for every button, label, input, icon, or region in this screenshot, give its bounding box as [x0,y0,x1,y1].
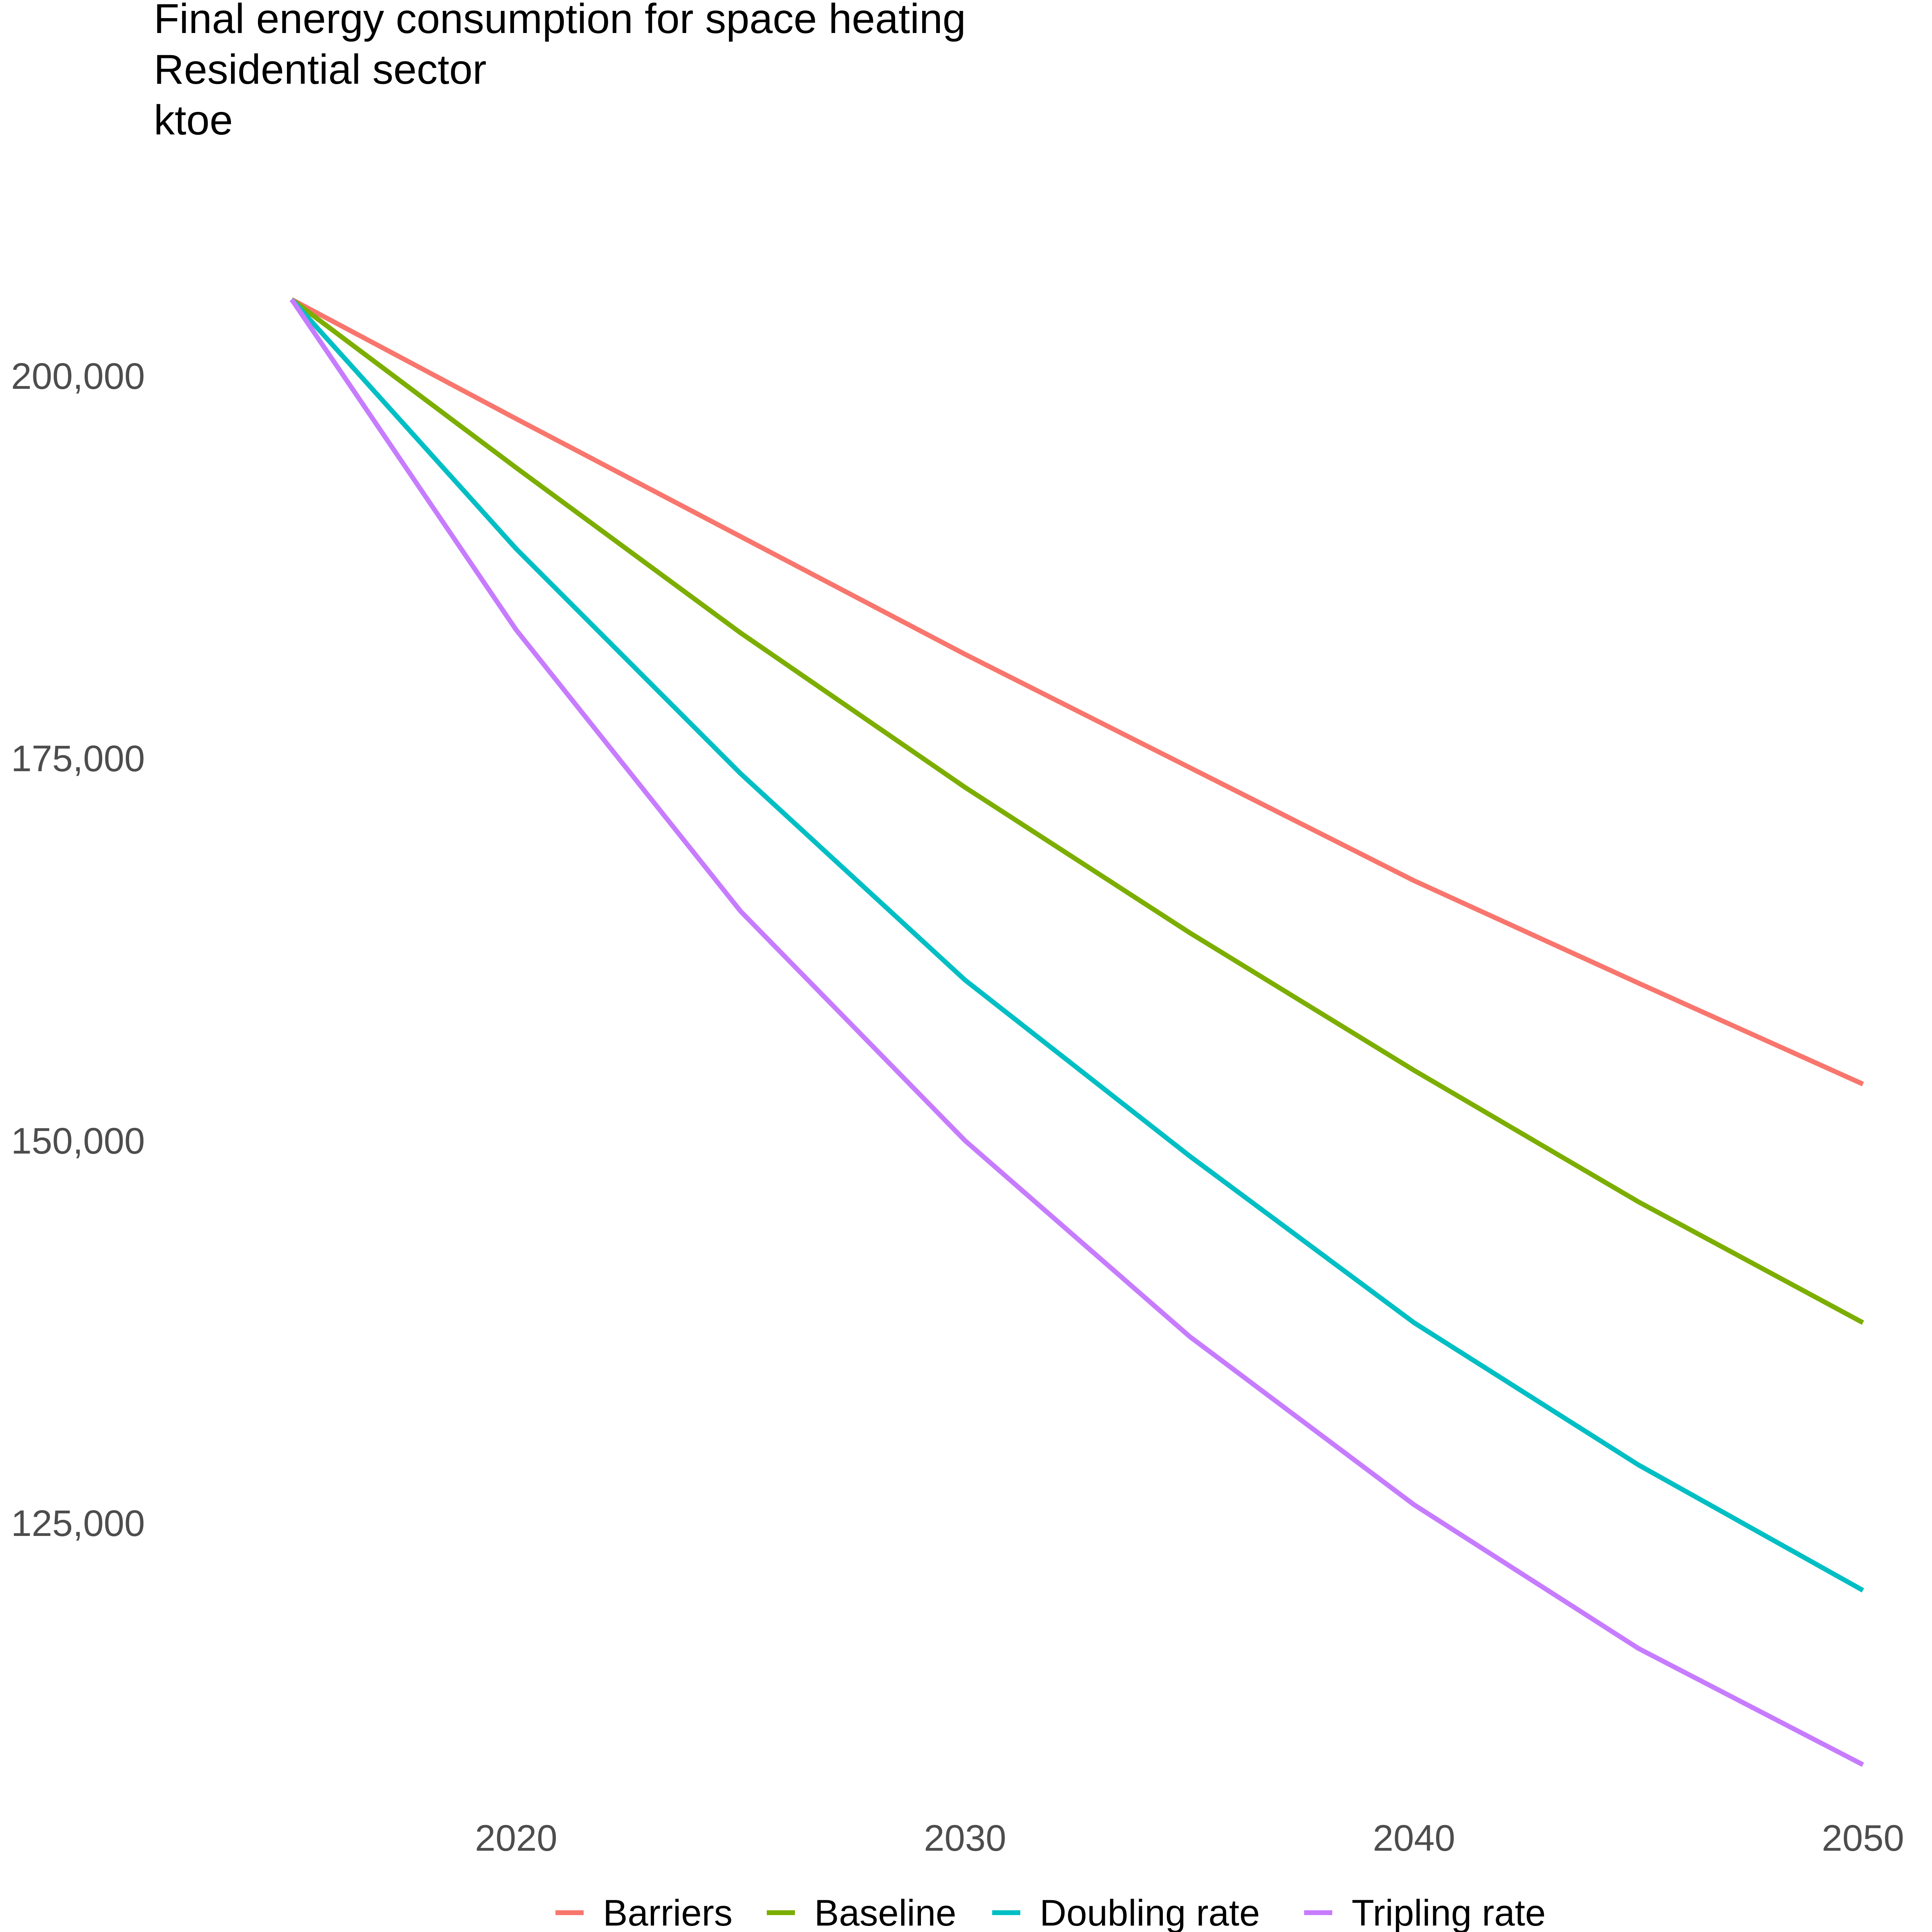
chart-unit-label: ktoe [154,97,233,144]
y-tick-label: 150,000 [11,1121,145,1162]
legend-label-doubling-rate: Doubling rate [1040,1893,1260,1932]
legend-item-baseline: Baseline [767,1893,956,1932]
legend-item-doubling-rate: Doubling rate [992,1893,1260,1932]
y-tick-label: 175,000 [11,738,145,779]
series-line-baseline [290,297,1864,1325]
chart-title-block: Final energy consumption for space heati… [154,0,966,144]
series-line-doubling-rate [290,297,1864,1593]
legend-item-barriers: Barriers [555,1893,733,1932]
legend-label-barriers: Barriers [603,1893,733,1932]
legend-label-tripling-rate: Tripling rate [1352,1893,1546,1932]
legend: Barriers Baseline Doubling rate Tripling ra… [555,1893,1546,1932]
chart-subtitle: Residential sector [154,46,487,93]
series-line-barriers [290,297,1864,1086]
x-tick-label: 2050 [1822,1818,1904,1859]
legend-label-baseline: Baseline [814,1893,956,1932]
y-tick-label: 125,000 [11,1503,145,1544]
x-tick-label: 2040 [1373,1818,1455,1859]
chart-title: Final energy consumption for space heati… [154,0,966,42]
y-axis: 125,000 150,000 175,000 200,000 [11,356,145,1544]
x-tick-label: 2020 [475,1818,557,1859]
legend-item-tripling-rate: Tripling rate [1304,1893,1546,1932]
x-tick-label: 2030 [924,1818,1006,1859]
series-layer [289,297,1864,1767]
series-line-tripling-rate [289,298,1864,1767]
x-axis: 2020 2030 2040 2050 [475,1818,1904,1859]
y-tick-label: 200,000 [11,356,145,397]
